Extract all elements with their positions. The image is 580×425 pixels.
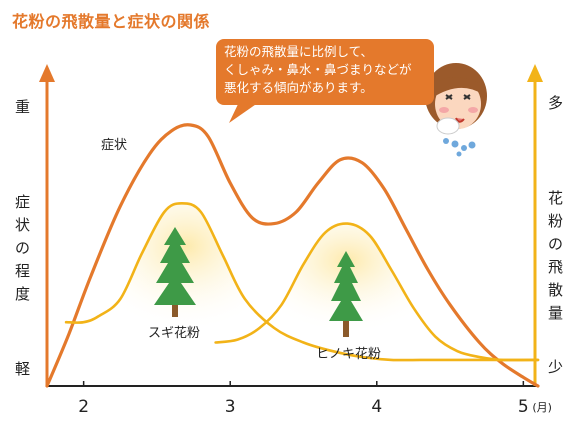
callout-line-2: くしゃみ・鼻水・鼻づまりなどが [224, 62, 412, 77]
x-tick-label: 5 [518, 397, 529, 417]
hinoki-series-label: ヒノキ花粉 [316, 346, 381, 362]
series-group [45, 123, 540, 388]
axis-title-char: 量 [548, 304, 563, 322]
x-tick-label: 2 [78, 397, 89, 417]
left-axis-top-label: 重 [15, 98, 30, 116]
axis-title-char: 症 [15, 193, 30, 211]
left-axis-arrow-icon [39, 64, 55, 82]
right-axis-arrow-icon [527, 64, 543, 82]
axis-title-char: 散 [548, 281, 563, 299]
cypress-tree-icon [329, 251, 363, 337]
x-ticks: 2 3 4 5 (月) [78, 381, 552, 417]
axis-title-char: 程 [15, 262, 30, 280]
axis-title-char: 花 [548, 189, 563, 207]
x-axis-unit: (月) [532, 401, 552, 414]
callout-pointer [229, 100, 262, 123]
explanation-callout: 花粉の飛散量に比例して、 くしゃみ・鼻水・鼻づまりなどが 悪化する傾向があります… [216, 39, 434, 105]
axis-title-char: 度 [15, 285, 30, 303]
cedar-tree-icon [154, 227, 196, 317]
symptom-line [45, 123, 540, 388]
sugi-series-label: スギ花粉 [148, 325, 200, 341]
x-tick-label: 3 [225, 397, 236, 417]
callout-line-3: 悪化する傾向があります。 [224, 80, 373, 95]
axis-title-char: 粉 [548, 212, 563, 230]
right-axis-top-label: 多 [548, 94, 563, 112]
callout-line-1: 花粉の飛散量に比例して、 [224, 44, 374, 59]
sugi-pollen-line [64, 201, 540, 362]
symptom-series-label: 症状 [101, 138, 127, 153]
axis-title-char: の [548, 235, 563, 253]
sneezing-person-icon [425, 63, 487, 157]
right-axis-bottom-label: 少 [548, 358, 563, 376]
hinoki-pollen-line [214, 222, 540, 362]
right-axis-title: 花粉の飛散量 [548, 189, 563, 322]
page-title: 花粉の飛散量と症状の関係 [12, 12, 211, 31]
axis-title-char: 状 [15, 216, 30, 234]
axis-title-char: の [15, 239, 30, 257]
axis-title-char: 飛 [548, 258, 563, 276]
x-tick-label: 4 [371, 397, 382, 417]
left-axis-bottom-label: 軽 [15, 360, 30, 378]
